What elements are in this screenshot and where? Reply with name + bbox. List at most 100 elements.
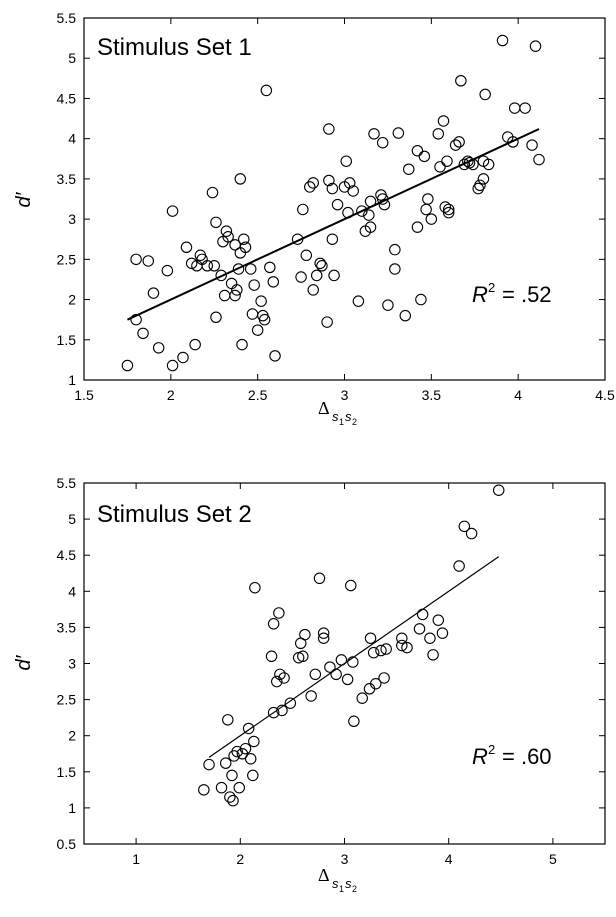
data-point	[507, 136, 519, 148]
data-point	[420, 203, 432, 216]
data-point	[418, 150, 431, 163]
data-point	[453, 560, 465, 572]
chart-title: Stimulus Set 2	[97, 501, 252, 528]
r2-value: = .60	[502, 744, 552, 769]
data-point	[219, 757, 232, 769]
r-squared-annotation: R 2 = .60	[472, 742, 552, 769]
data-point	[227, 794, 239, 807]
tick-marks	[84, 482, 605, 845]
y-tick-label: 3.5	[57, 171, 77, 187]
data-point	[299, 628, 311, 641]
y-tick-label: 5.5	[57, 10, 77, 26]
data-point	[198, 784, 210, 796]
data-point	[206, 186, 219, 199]
y-tick-label: 2.5	[57, 692, 77, 708]
data-point	[210, 216, 222, 229]
data-point	[255, 295, 267, 307]
data-point	[348, 715, 360, 728]
data-points	[198, 484, 505, 807]
data-point	[258, 313, 271, 326]
data-point	[239, 241, 252, 254]
y-tick-label: 2	[68, 292, 76, 308]
data-point	[161, 264, 174, 277]
data-point	[130, 313, 142, 326]
data-point	[356, 205, 368, 217]
data-point	[264, 261, 276, 274]
data-point	[453, 136, 465, 148]
data-point	[449, 139, 462, 151]
data-point	[232, 263, 245, 275]
x-tick-label: 4.5	[595, 387, 615, 403]
data-point	[363, 209, 375, 221]
r2-exponent: 2	[488, 280, 495, 295]
data-point	[284, 697, 297, 709]
y-tick-label: 3	[68, 211, 76, 227]
data-point	[225, 277, 238, 290]
data-point	[215, 781, 228, 794]
x-axis-label-sub-s2: s	[345, 876, 352, 891]
data-point	[314, 257, 326, 270]
regression-line	[208, 556, 500, 758]
data-point	[152, 342, 165, 354]
r2-exponent: 2	[488, 742, 495, 757]
data-point	[208, 260, 221, 272]
data-point	[244, 753, 257, 765]
data-point	[376, 136, 389, 149]
data-point	[370, 677, 382, 690]
y-tick-label: 1.5	[57, 332, 77, 348]
r-squared-annotation: R 2 = .52	[472, 280, 552, 307]
data-point	[278, 672, 290, 684]
data-point	[317, 632, 330, 644]
data-point	[238, 233, 250, 245]
data-point	[304, 181, 316, 193]
data-point	[326, 233, 339, 245]
data-point	[403, 163, 415, 175]
data-point	[295, 271, 307, 283]
data-point	[231, 284, 243, 296]
data-point	[425, 213, 438, 225]
data-point	[310, 269, 323, 282]
chart-title: Stimulus Set 1	[97, 34, 252, 61]
y-tick-label: 1	[68, 372, 76, 388]
data-point	[352, 295, 365, 307]
data-point	[519, 102, 531, 114]
data-point	[508, 102, 521, 114]
data-point	[330, 668, 342, 681]
data-point	[389, 243, 401, 256]
data-point	[220, 225, 233, 237]
data-point	[307, 284, 319, 296]
data-point	[328, 269, 340, 282]
tick-marks	[83, 17, 606, 381]
data-point	[177, 351, 189, 364]
y-tick-label: 2	[68, 728, 76, 744]
data-point	[479, 88, 491, 101]
data-point	[442, 203, 455, 216]
x-tick-label: 3	[341, 387, 349, 403]
data-point	[313, 572, 326, 585]
data-point	[210, 311, 222, 324]
scatter-panel-2: 1 2 3 4 50.511.522.533.544.555.5 Stimulus Se…	[13, 475, 606, 894]
data-point	[465, 527, 478, 540]
x-axis-label-sub-s1: s	[332, 409, 339, 424]
r2-label: R	[472, 282, 488, 307]
data-point	[482, 158, 495, 171]
data-point	[432, 614, 445, 626]
data-point	[229, 239, 241, 251]
data-point	[222, 714, 234, 726]
data-point	[364, 221, 377, 233]
y-tick-label: 0.5	[57, 836, 77, 852]
data-point	[356, 692, 368, 704]
data-point	[427, 649, 439, 661]
data-point	[455, 74, 467, 87]
y-tick-label: 3	[68, 656, 76, 672]
data-point	[166, 205, 179, 217]
data-point	[436, 627, 449, 639]
x-tick-label: 2	[167, 387, 175, 403]
data-point	[323, 174, 335, 187]
data-point	[297, 650, 309, 663]
y-axis-label: d′	[13, 654, 35, 670]
data-point	[326, 182, 339, 195]
data-point	[380, 643, 392, 655]
data-point	[251, 324, 264, 336]
